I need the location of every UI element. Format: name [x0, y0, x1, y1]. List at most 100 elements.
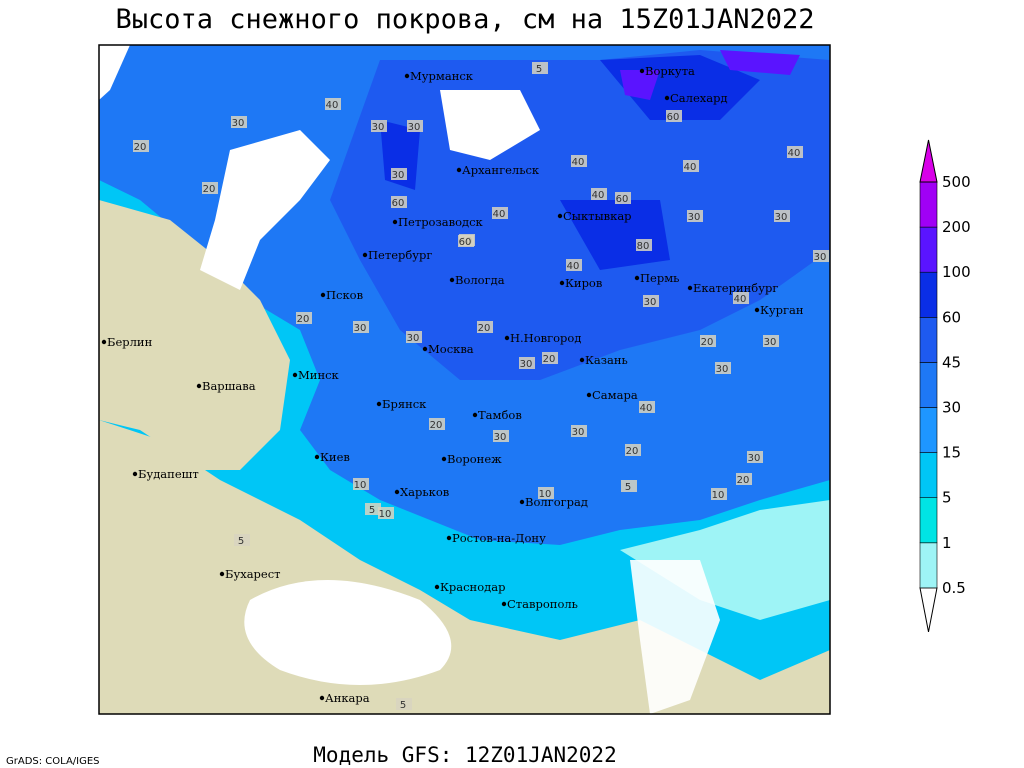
contour-label: 30 [775, 212, 788, 223]
contour-label-bg [813, 250, 829, 262]
city-label: Самара [592, 388, 638, 402]
city-dot [639, 68, 645, 74]
contour-label-bg [231, 116, 247, 128]
city-dot [579, 357, 585, 363]
contour-label-bg [666, 110, 682, 122]
contour-label-bg [643, 295, 659, 307]
contour-label: 30 [354, 323, 367, 334]
city-label: Екатеринбург [693, 281, 778, 295]
city-label: Петербург [368, 248, 432, 262]
legend-label: 5 [942, 489, 952, 507]
legend-box [919, 271, 938, 318]
contour-label: 5 [400, 700, 406, 711]
contour-label: 30 [392, 170, 405, 181]
contour-label-bg [458, 235, 474, 247]
legend-label: 100 [942, 263, 971, 281]
contour-label-bg [371, 120, 387, 132]
city-label: Киров [565, 276, 602, 290]
city-dot [504, 335, 510, 341]
contour-label: 40 [592, 190, 605, 201]
city-label: Москва [428, 342, 474, 356]
contour-label: 40 [640, 403, 653, 414]
city-dot [434, 584, 440, 590]
contour-label: 40 [684, 162, 697, 173]
city-dot [314, 454, 320, 460]
contour-label-bg [542, 352, 558, 364]
contour-label-bg [353, 478, 369, 490]
contour-label-bg [733, 292, 749, 304]
contour-label: 5 [369, 505, 375, 516]
contour-label-bg [621, 480, 637, 492]
contour-label-bg [538, 487, 554, 499]
contour-label-bg [715, 362, 731, 374]
legend-triangle [919, 139, 938, 183]
city-label: Киев [320, 450, 350, 464]
contour-label: 30 [407, 333, 420, 344]
city-label: Волгоград [525, 495, 588, 509]
city-dot [362, 252, 368, 258]
city-label: Варшава [202, 379, 256, 393]
city-dot [754, 307, 760, 313]
contour-label: 20 [203, 184, 216, 195]
legend-label: 30 [942, 399, 961, 417]
contour-label-bg [365, 503, 381, 515]
contour-label: 30 [372, 122, 385, 133]
city-label: Вологда [455, 273, 505, 287]
contour-label: 40 [326, 100, 339, 111]
contour-label: 60 [667, 112, 680, 123]
contour-label-bg [571, 155, 587, 167]
city-dot [557, 213, 563, 219]
contour-label-bg [353, 321, 369, 333]
map-frame [98, 44, 831, 715]
contour-label-bg [687, 210, 703, 222]
city-dot [664, 95, 670, 101]
contour-label: 20 [297, 314, 310, 325]
contour-label: 30 [520, 359, 533, 370]
city-dot [376, 401, 382, 407]
footer: Модель GFS: 12Z01JAN2022 [313, 743, 616, 767]
contour-label: 40 [567, 261, 580, 272]
contour-label: 10 [539, 489, 552, 500]
city-label: Салехард [670, 91, 728, 105]
contour-label: 5 [238, 536, 244, 547]
city-dot [456, 167, 462, 173]
contour-label-bg [571, 425, 587, 437]
contour-label: 5 [625, 482, 631, 493]
contour-label: 20 [543, 354, 556, 365]
contour-label: 20 [478, 323, 491, 334]
city-dot [404, 73, 410, 79]
contour-label-bg [406, 331, 422, 343]
legend-box [919, 362, 938, 408]
contour-label: 60 [616, 194, 629, 205]
contour-label-bg [625, 444, 641, 456]
city-label: Тамбов [478, 408, 522, 422]
contour-label-bg [133, 140, 149, 152]
contour-label: 40 [572, 157, 585, 168]
city-dot [634, 275, 640, 281]
contour-label-bg [615, 192, 631, 204]
contour-label-bg [492, 207, 508, 219]
city-label: Архангельск [462, 163, 540, 177]
city-dot [449, 277, 455, 283]
city-dot [319, 695, 325, 701]
contour-label-bg [396, 698, 412, 710]
contour-label: 20 [134, 142, 147, 153]
contour-label: 40 [788, 148, 801, 159]
legend-label: 15 [942, 444, 961, 462]
contour-label-bg [325, 98, 341, 110]
city-dot [422, 346, 428, 352]
city-dot [687, 285, 693, 291]
contour-label: 30 [572, 427, 585, 438]
city-dot [394, 489, 400, 495]
city-dot [292, 372, 298, 378]
contour-label: 30 [688, 212, 701, 223]
city-label: Минск [298, 368, 340, 382]
city-dot [320, 292, 326, 298]
city-dot [101, 339, 107, 345]
contour-label-bg [493, 430, 509, 442]
city-dot [441, 456, 447, 462]
city-dot [446, 535, 452, 541]
contour-label-bg [566, 259, 582, 271]
